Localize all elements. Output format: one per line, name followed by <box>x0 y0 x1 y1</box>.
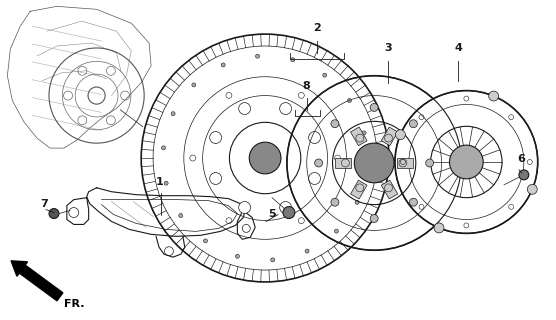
Circle shape <box>178 213 183 218</box>
Circle shape <box>331 198 339 206</box>
Text: 4: 4 <box>454 43 463 53</box>
Circle shape <box>434 223 444 233</box>
Circle shape <box>235 254 240 258</box>
Text: 6: 6 <box>517 154 525 164</box>
Text: 1: 1 <box>156 177 164 187</box>
Circle shape <box>283 207 295 219</box>
Circle shape <box>354 143 394 183</box>
Circle shape <box>280 103 291 115</box>
Circle shape <box>249 142 281 174</box>
Circle shape <box>449 145 483 179</box>
Circle shape <box>426 159 434 167</box>
Circle shape <box>309 172 320 184</box>
Circle shape <box>210 132 222 143</box>
Text: 7: 7 <box>40 199 48 209</box>
Circle shape <box>271 258 275 262</box>
Circle shape <box>370 103 378 111</box>
Circle shape <box>192 83 196 87</box>
Bar <box>335 158 351 168</box>
Circle shape <box>239 103 251 115</box>
Circle shape <box>334 229 339 233</box>
Circle shape <box>362 131 366 135</box>
Bar <box>397 158 413 168</box>
Circle shape <box>365 166 369 170</box>
Circle shape <box>348 99 351 102</box>
Circle shape <box>331 120 339 128</box>
Bar <box>381 127 398 146</box>
Circle shape <box>305 249 309 253</box>
Circle shape <box>139 32 391 284</box>
Text: 8: 8 <box>303 81 311 91</box>
Circle shape <box>370 214 378 222</box>
Circle shape <box>527 184 537 194</box>
Circle shape <box>395 130 405 140</box>
Text: 3: 3 <box>384 43 391 53</box>
Bar <box>350 127 367 146</box>
FancyArrow shape <box>11 261 63 301</box>
Circle shape <box>171 112 175 116</box>
Circle shape <box>291 58 295 62</box>
Circle shape <box>409 198 418 206</box>
Circle shape <box>239 202 251 213</box>
Circle shape <box>280 202 291 213</box>
Circle shape <box>203 239 207 243</box>
Circle shape <box>489 91 499 101</box>
Bar <box>381 180 398 199</box>
Circle shape <box>409 120 418 128</box>
Text: 2: 2 <box>312 23 320 33</box>
Circle shape <box>395 91 538 233</box>
Circle shape <box>355 200 359 204</box>
Circle shape <box>164 181 168 185</box>
Circle shape <box>519 170 529 180</box>
Text: FR.: FR. <box>64 299 85 309</box>
Circle shape <box>210 172 222 184</box>
Circle shape <box>162 146 166 150</box>
Circle shape <box>256 54 260 58</box>
Circle shape <box>287 76 461 250</box>
Circle shape <box>309 132 320 143</box>
Bar <box>350 180 367 199</box>
Circle shape <box>315 159 322 167</box>
Circle shape <box>322 73 327 77</box>
Circle shape <box>49 209 59 219</box>
Text: 5: 5 <box>268 210 276 220</box>
Circle shape <box>221 63 225 67</box>
